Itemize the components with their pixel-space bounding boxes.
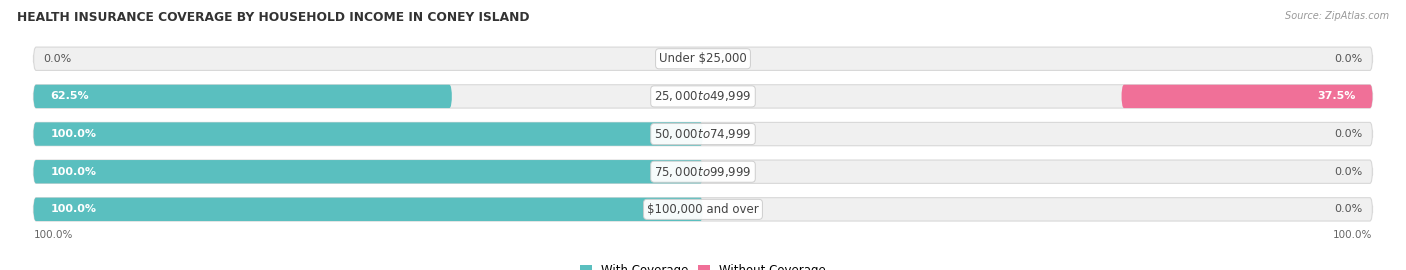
FancyBboxPatch shape (34, 47, 1372, 70)
Text: 100.0%: 100.0% (51, 167, 96, 177)
Legend: With Coverage, Without Coverage: With Coverage, Without Coverage (579, 264, 827, 270)
Text: $100,000 and over: $100,000 and over (647, 203, 759, 216)
FancyBboxPatch shape (34, 85, 1372, 108)
Text: 0.0%: 0.0% (1334, 167, 1362, 177)
Text: $50,000 to $74,999: $50,000 to $74,999 (654, 127, 752, 141)
Text: 0.0%: 0.0% (44, 54, 72, 64)
Text: 0.0%: 0.0% (1334, 129, 1362, 139)
Text: $25,000 to $49,999: $25,000 to $49,999 (654, 89, 752, 103)
FancyBboxPatch shape (34, 160, 703, 183)
Text: 62.5%: 62.5% (51, 92, 89, 102)
Text: 100.0%: 100.0% (51, 204, 96, 214)
Text: HEALTH INSURANCE COVERAGE BY HOUSEHOLD INCOME IN CONEY ISLAND: HEALTH INSURANCE COVERAGE BY HOUSEHOLD I… (17, 11, 530, 24)
Text: 37.5%: 37.5% (1317, 92, 1355, 102)
Text: 100.0%: 100.0% (1333, 230, 1372, 240)
Text: Under $25,000: Under $25,000 (659, 52, 747, 65)
Text: 0.0%: 0.0% (1334, 204, 1362, 214)
Text: $75,000 to $99,999: $75,000 to $99,999 (654, 165, 752, 179)
FancyBboxPatch shape (34, 122, 703, 146)
Text: Source: ZipAtlas.com: Source: ZipAtlas.com (1285, 11, 1389, 21)
FancyBboxPatch shape (34, 198, 1372, 221)
FancyBboxPatch shape (1122, 85, 1372, 108)
Text: 100.0%: 100.0% (34, 230, 73, 240)
Text: 0.0%: 0.0% (1334, 54, 1362, 64)
FancyBboxPatch shape (34, 85, 451, 108)
FancyBboxPatch shape (34, 198, 703, 221)
FancyBboxPatch shape (34, 160, 1372, 183)
Text: 100.0%: 100.0% (51, 129, 96, 139)
FancyBboxPatch shape (34, 122, 1372, 146)
